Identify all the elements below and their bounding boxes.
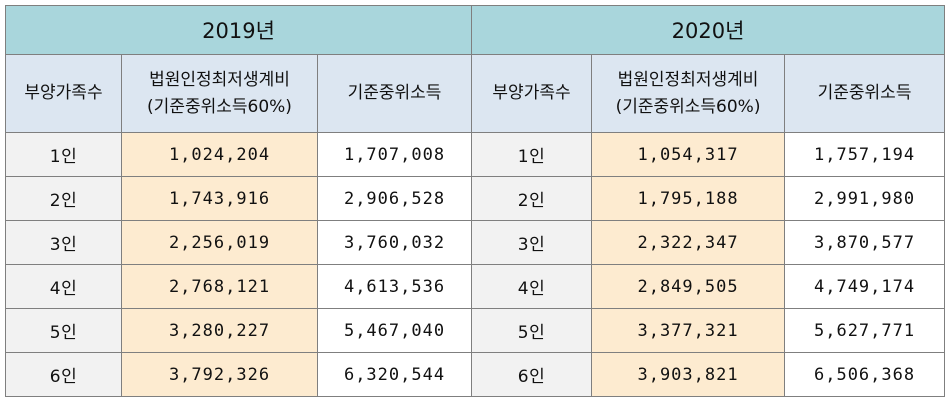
median-income-cell: 3,870,577: [784, 220, 946, 265]
year-2019-header: 2019년: [4, 5, 473, 55]
minimum-cost-header-2019: 법원인정최저생계비 (기준중위소득60%): [121, 54, 318, 133]
minimum-cost-header-2020: 법원인정최저생계비 (기준중위소득60%): [591, 54, 786, 133]
minimum-cost-cell: 1,054,317: [591, 132, 786, 177]
median-income-cell: 4,749,174: [784, 264, 946, 309]
median-income-cell: 3,760,032: [316, 220, 473, 265]
minimum-cost-cell: 3,903,821: [591, 352, 786, 397]
minimum-cost-header-line2: (기준중위소득60%): [615, 96, 761, 117]
minimum-cost-header-line1: 법원인정최저생계비: [617, 69, 759, 90]
median-income-header-2019: 기준중위소득: [316, 54, 473, 133]
median-income-cell: 5,627,771: [784, 308, 946, 353]
household-size-cell: 5인: [5, 308, 122, 353]
median-income-cell: 2,906,528: [316, 176, 473, 221]
minimum-cost-cell: 3,792,326: [121, 352, 318, 397]
household-size-cell: 1인: [471, 132, 593, 177]
household-size-cell: 1인: [5, 132, 122, 177]
table-row: 5인 3,280,227 5,467,040 5인 3,377,321 5,62…: [5, 308, 946, 353]
household-size-cell: 3인: [5, 220, 122, 265]
minimum-cost-cell: 3,377,321: [591, 308, 786, 353]
minimum-cost-cell: 2,256,019: [121, 220, 318, 265]
minimum-living-cost-table: 2019년 2020년 부양가족수 법원인정최저생계비 (기준중위소득60%) …: [4, 5, 946, 397]
household-size-header-2020: 부양가족수: [471, 54, 593, 133]
minimum-cost-cell: 2,768,121: [121, 264, 318, 309]
household-size-cell: 2인: [471, 176, 593, 221]
household-size-cell: 6인: [5, 352, 122, 397]
median-income-cell: 2,991,980: [784, 176, 946, 221]
column-header-row: 부양가족수 법원인정최저생계비 (기준중위소득60%) 기준중위소득 부양가족수…: [5, 54, 946, 133]
household-size-cell: 5인: [471, 308, 593, 353]
median-income-cell: 1,707,008: [316, 132, 473, 177]
household-size-cell: 4인: [5, 264, 122, 309]
year-header-row: 2019년 2020년: [4, 5, 946, 55]
household-size-header-2019: 부양가족수: [5, 54, 122, 133]
table-row: 2인 1,743,916 2,906,528 2인 1,795,188 2,99…: [5, 176, 946, 221]
median-income-cell: 5,467,040: [316, 308, 473, 353]
table-row: 6인 3,792,326 6,320,544 6인 3,903,821 6,50…: [5, 352, 946, 397]
median-income-header-2020: 기준중위소득: [784, 54, 946, 133]
minimum-cost-cell: 2,849,505: [591, 264, 786, 309]
minimum-cost-cell: 1,795,188: [591, 176, 786, 221]
year-2020-header: 2020년: [471, 5, 946, 55]
minimum-cost-header-line2: (기준중위소득60%): [147, 96, 292, 117]
median-income-cell: 1,757,194: [784, 132, 946, 177]
minimum-cost-header-line1: 법원인정최저생계비: [149, 69, 290, 90]
median-income-cell: 4,613,536: [316, 264, 473, 309]
table-row: 3인 2,256,019 3,760,032 3인 2,322,347 3,87…: [5, 220, 946, 265]
median-income-cell: 6,506,368: [784, 352, 946, 397]
table-row: 1인 1,024,204 1,707,008 1인 1,054,317 1,75…: [5, 132, 946, 177]
minimum-cost-cell: 2,322,347: [591, 220, 786, 265]
minimum-cost-cell: 1,743,916: [121, 176, 318, 221]
median-income-cell: 6,320,544: [316, 352, 473, 397]
household-size-cell: 6인: [471, 352, 593, 397]
minimum-cost-cell: 1,024,204: [121, 132, 318, 177]
household-size-cell: 3인: [471, 220, 593, 265]
household-size-cell: 2인: [5, 176, 122, 221]
minimum-cost-cell: 3,280,227: [121, 308, 318, 353]
table-row: 4인 2,768,121 4,613,536 4인 2,849,505 4,74…: [5, 264, 946, 309]
household-size-cell: 4인: [471, 264, 593, 309]
